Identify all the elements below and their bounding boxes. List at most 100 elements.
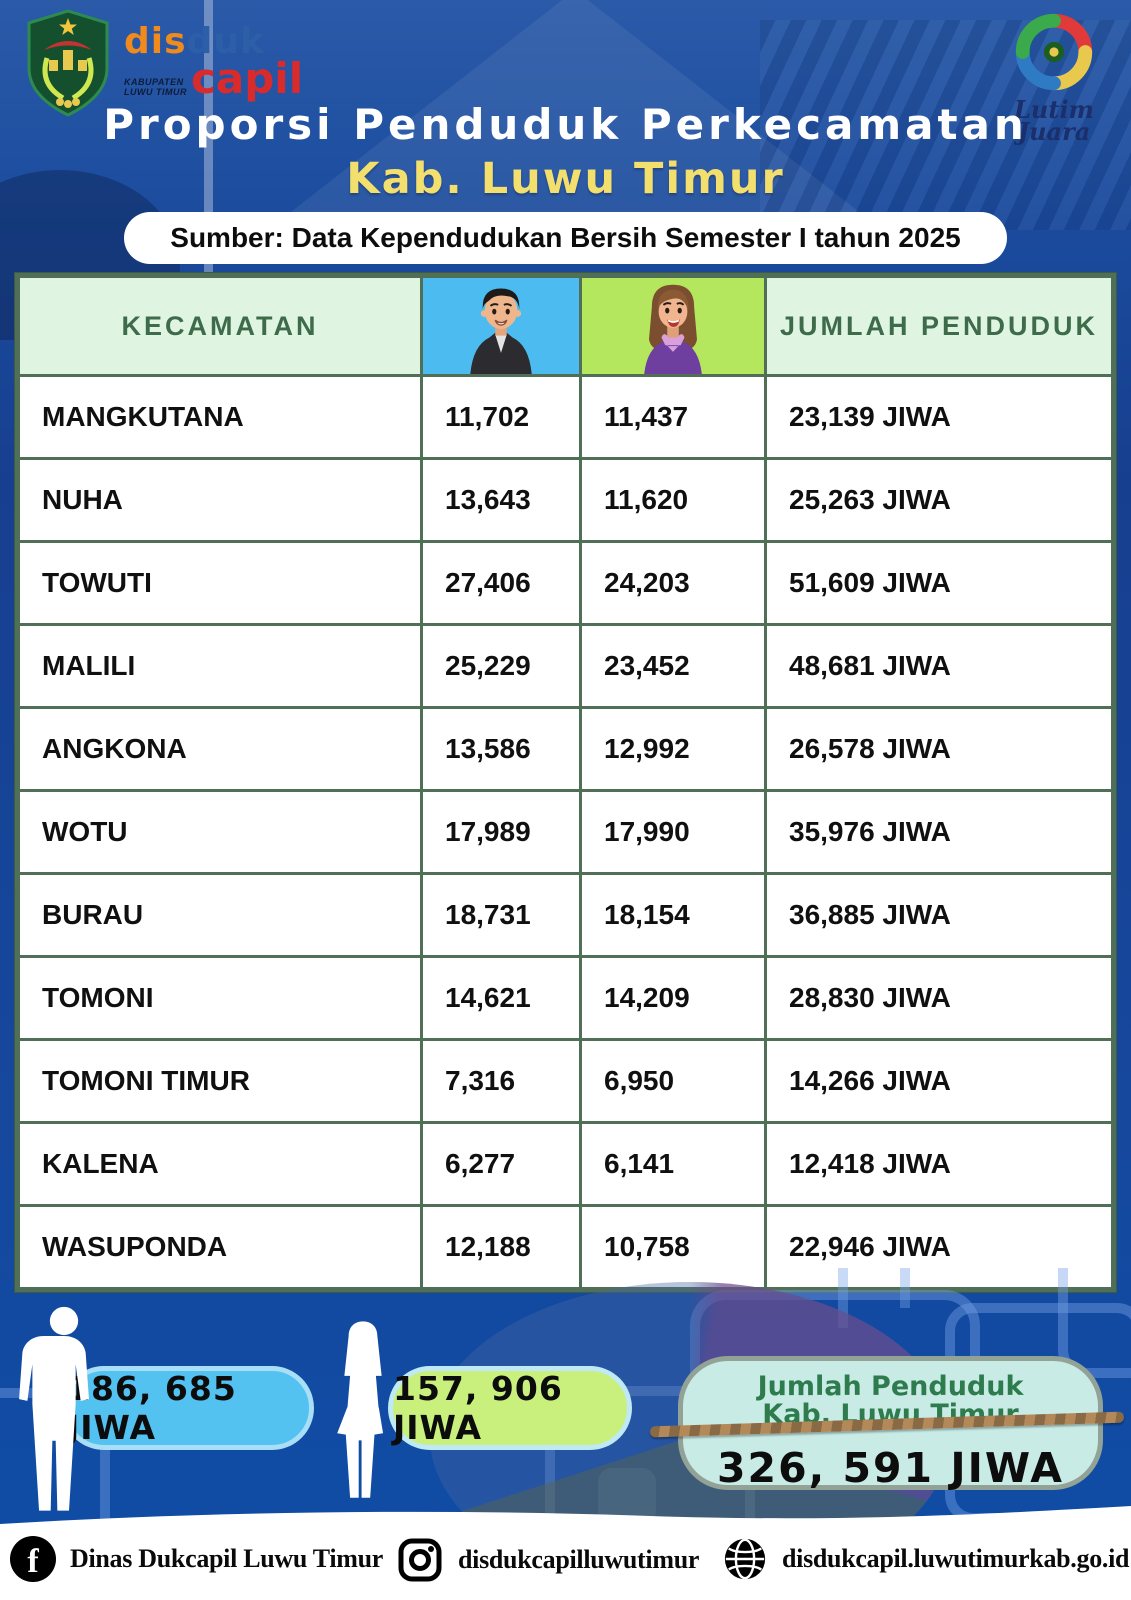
- instagram-label: disdukcapilluwutimur: [458, 1545, 700, 1574]
- cell-total: 25,263 JIWA: [767, 460, 1111, 540]
- cell-kecamatan: WOTU: [20, 792, 420, 872]
- lutim-juara-logo: Lutim Juara: [988, 6, 1120, 147]
- cell-kecamatan: TOWUTI: [20, 543, 420, 623]
- table-row-wotu: WOTU 17,989 17,990 35,976 JIWA: [20, 792, 1111, 872]
- male-silhouette-icon: [19, 1306, 89, 1511]
- facebook-label: Dinas Dukcapil Luwu Timur: [70, 1544, 384, 1573]
- page-subtitle: Kab. Luwu Timur: [346, 154, 785, 204]
- instagram-contact: disdukcapilluwutimur: [396, 1536, 699, 1584]
- cell-male: 12,188: [423, 1207, 579, 1287]
- cell-female: 11,437: [582, 377, 764, 457]
- cell-kecamatan: NUHA: [20, 460, 420, 540]
- table-row-towuti: TOWUTI 27,406 24,203 51,609 JIWA: [20, 543, 1111, 623]
- page-title: Proporsi Penduduk Perkecamatan: [103, 100, 1028, 149]
- pattern-line: [838, 1268, 848, 1328]
- cell-total: 23,139 JIWA: [767, 377, 1111, 457]
- instagram-icon: [398, 1538, 442, 1582]
- cell-female: 6,950: [582, 1041, 764, 1121]
- table-row-mangkutana: MANGKUTANA 11,702 11,437 23,139 JIWA: [20, 377, 1111, 457]
- cell-total: 12,418 JIWA: [767, 1124, 1111, 1204]
- cell-kecamatan: MANGKUTANA: [20, 377, 420, 457]
- regency-seal-logo: [27, 9, 109, 117]
- cell-female: 24,203: [582, 543, 764, 623]
- column-header-kecamatan: KECAMATAN: [20, 278, 420, 374]
- cell-male: 17,989: [423, 792, 579, 872]
- cell-male: 18,731: [423, 875, 579, 955]
- table-row-malili: MALILI 25,229 23,452 48,681 JIWA: [20, 626, 1111, 706]
- table-header-row: KECAMATAN: [20, 278, 1111, 374]
- lutim-logo-line1: Lutim: [1014, 95, 1094, 124]
- pattern-line: [900, 1268, 910, 1308]
- disduk-logo-capil: capil: [191, 54, 304, 104]
- cell-female: 18,154: [582, 875, 764, 955]
- disdukcapil-logo: disduk KABUPATEN LUWU TIMUR capil: [124, 24, 314, 104]
- cell-total: 35,976 JIWA: [767, 792, 1111, 872]
- population-table: KECAMATAN: [14, 272, 1117, 1293]
- cell-total: 14,266 JIWA: [767, 1041, 1111, 1121]
- cell-total: 48,681 JIWA: [767, 626, 1111, 706]
- female-avatar-icon: [582, 278, 764, 374]
- female-total-pill: 157, 906 JIWA: [388, 1366, 632, 1450]
- website-label: disdukcapil.luwutimurkab.go.id: [782, 1544, 1130, 1573]
- cell-total: 22,946 JIWA: [767, 1207, 1111, 1287]
- building-roof-texture: [760, 20, 1131, 230]
- grand-total-title-line1: Jumlah Penduduk: [757, 1371, 1024, 1402]
- disduk-logo-sub1: KABUPATEN: [124, 77, 184, 88]
- cell-female: 6,141: [582, 1124, 764, 1204]
- cell-male: 6,277: [423, 1124, 579, 1204]
- cell-male: 7,316: [423, 1041, 579, 1121]
- cell-kecamatan: TOMONI TIMUR: [20, 1041, 420, 1121]
- cell-female: 12,992: [582, 709, 764, 789]
- table-row-tomoni: TOMONI 14,621 14,209 28,830 JIWA: [20, 958, 1111, 1038]
- grand-total-value: 326, 591 JIWA: [717, 1443, 1064, 1492]
- cell-total: 28,830 JIWA: [767, 958, 1111, 1038]
- facebook-contact: f Dinas Dukcapil Luwu Timur: [10, 1536, 383, 1582]
- building-roof-shape: [255, 0, 895, 240]
- disduk-logo-duk: duk: [186, 21, 265, 62]
- cell-female: 10,758: [582, 1207, 764, 1287]
- cell-female: 17,990: [582, 792, 764, 872]
- cell-total: 51,609 JIWA: [767, 543, 1111, 623]
- cell-female: 11,620: [582, 460, 764, 540]
- table-row-wasuponda: WASUPONDA 12,188 10,758 22,946 JIWA: [20, 1207, 1111, 1287]
- cell-male: 13,586: [423, 709, 579, 789]
- globe-icon: [724, 1538, 766, 1580]
- cell-kecamatan: WASUPONDA: [20, 1207, 420, 1287]
- lutim-juara-swirl-icon: [1015, 13, 1093, 91]
- disduk-logo-sub2: LUWU TIMUR: [124, 87, 187, 98]
- male-avatar-icon: [423, 278, 579, 374]
- table-row-tomoni-timur: TOMONI TIMUR 7,316 6,950 14,266 JIWA: [20, 1041, 1111, 1121]
- cell-total: 36,885 JIWA: [767, 875, 1111, 955]
- background-building-photo: [0, 0, 1131, 340]
- cell-male: 11,702: [423, 377, 579, 457]
- facebook-glyph: f: [27, 1543, 39, 1580]
- cell-female: 23,452: [582, 626, 764, 706]
- disduk-logo-dis: dis: [124, 21, 187, 62]
- cell-kecamatan: KALENA: [20, 1124, 420, 1204]
- footer-bar: [0, 1506, 1131, 1600]
- male-total-pill: 186, 685 JIWA: [62, 1366, 314, 1450]
- table-row-kalena: KALENA 6,277 6,141 12,418 JIWA: [20, 1124, 1111, 1204]
- cell-male: 14,621: [423, 958, 579, 1038]
- flag-pole-shape: [204, 0, 213, 340]
- cell-kecamatan: BURAU: [20, 875, 420, 955]
- table-row-angkona: ANGKONA 13,586 12,992 26,578 JIWA: [20, 709, 1111, 789]
- column-header-jumlah-penduduk: JUMLAH PENDUDUK: [767, 278, 1111, 374]
- lutim-logo-line2: Juara: [1017, 117, 1091, 147]
- female-silhouette-icon: [337, 1321, 384, 1498]
- cell-male: 13,643: [423, 460, 579, 540]
- cell-female: 14,209: [582, 958, 764, 1038]
- cell-total: 26,578 JIWA: [767, 709, 1111, 789]
- table-row-burau: BURAU 18,731 18,154 36,885 JIWA: [20, 875, 1111, 955]
- table-row-nuha: NUHA 13,643 11,620 25,263 JIWA: [20, 460, 1111, 540]
- source-badge: Sumber: Data Kependudukan Bersih Semeste…: [124, 212, 1007, 264]
- cell-kecamatan: ANGKONA: [20, 709, 420, 789]
- facebook-icon: f: [10, 1536, 56, 1582]
- cell-male: 25,229: [423, 626, 579, 706]
- cell-kecamatan: MALILI: [20, 626, 420, 706]
- cell-kecamatan: TOMONI: [20, 958, 420, 1038]
- website-contact: disdukcapil.luwutimurkab.go.id: [722, 1536, 1130, 1582]
- pattern-outline: [1058, 1268, 1131, 1378]
- cell-male: 27,406: [423, 543, 579, 623]
